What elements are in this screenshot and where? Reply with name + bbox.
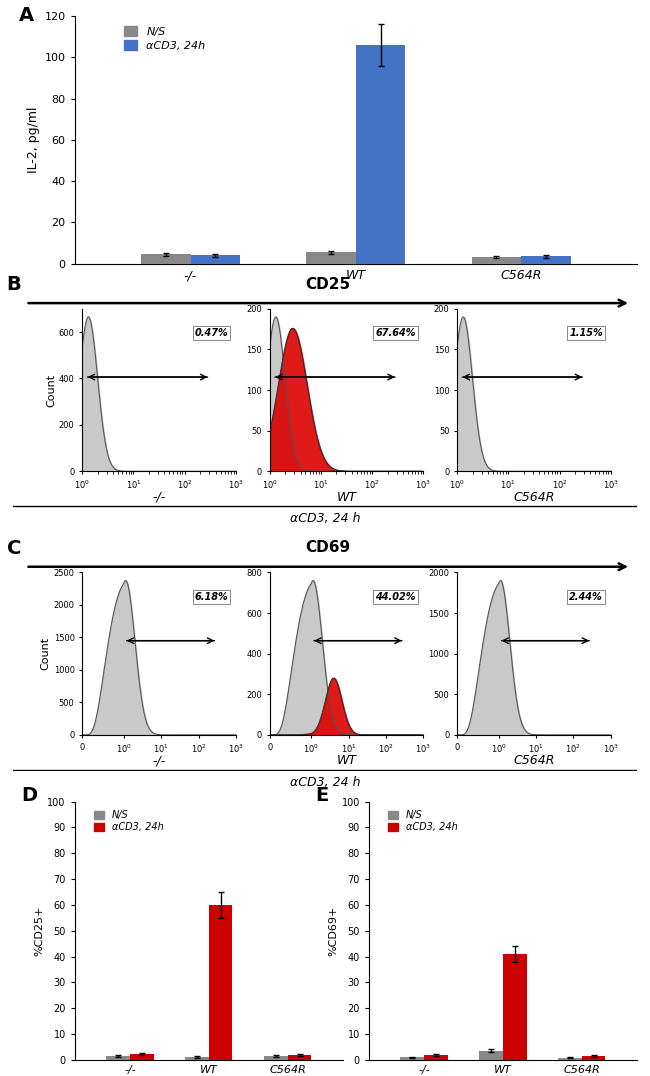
Bar — [356, 45, 406, 264]
Legend: N/S, αCD3, 24h: N/S, αCD3, 24h — [90, 807, 167, 836]
Y-axis label: %CD25+: %CD25+ — [34, 906, 45, 955]
Text: αCD3, 24 h: αCD3, 24 h — [290, 512, 360, 525]
Bar — [130, 1054, 153, 1060]
Bar — [141, 254, 190, 264]
Text: C564R: C564R — [514, 491, 554, 504]
Text: αCD3, 24 h: αCD3, 24 h — [290, 776, 360, 789]
Text: C564R: C564R — [514, 754, 554, 767]
Text: 0.47%: 0.47% — [194, 328, 228, 338]
Bar — [521, 256, 571, 264]
Text: WT: WT — [337, 491, 356, 504]
Bar — [503, 954, 526, 1060]
Legend: N/S, αCD3, 24h: N/S, αCD3, 24h — [384, 807, 462, 836]
Bar — [479, 1051, 503, 1060]
Text: C: C — [6, 539, 21, 557]
Text: CD69: CD69 — [306, 540, 351, 555]
Y-axis label: Count: Count — [46, 373, 56, 407]
Text: D: D — [21, 787, 37, 805]
Text: WT: WT — [337, 754, 356, 767]
Text: -/-: -/- — [153, 754, 166, 767]
Bar — [558, 1058, 582, 1060]
Bar — [472, 257, 521, 264]
Bar — [288, 1056, 311, 1060]
Legend: N/S, αCD3, 24h: N/S, αCD3, 24h — [120, 22, 210, 56]
Bar — [190, 255, 240, 264]
Text: 2.44%: 2.44% — [569, 592, 603, 601]
Text: CD25: CD25 — [306, 277, 351, 292]
Text: 44.02%: 44.02% — [375, 592, 415, 601]
Text: 67.64%: 67.64% — [375, 328, 415, 338]
Y-axis label: Count: Count — [41, 637, 51, 670]
Bar — [185, 1057, 209, 1060]
Bar — [306, 252, 356, 264]
Bar — [424, 1056, 448, 1060]
Bar — [582, 1056, 605, 1060]
Text: -/-: -/- — [153, 491, 166, 504]
Bar — [264, 1056, 288, 1060]
Bar — [209, 905, 233, 1060]
Y-axis label: IL-2, pg/ml: IL-2, pg/ml — [27, 107, 40, 173]
Bar — [107, 1056, 130, 1060]
Y-axis label: %CD69+: %CD69+ — [329, 906, 339, 955]
Text: B: B — [6, 275, 21, 294]
Text: 1.15%: 1.15% — [569, 328, 603, 338]
Text: A: A — [18, 6, 34, 25]
Text: 6.18%: 6.18% — [194, 592, 228, 601]
Text: E: E — [315, 787, 328, 805]
Bar — [400, 1058, 424, 1060]
